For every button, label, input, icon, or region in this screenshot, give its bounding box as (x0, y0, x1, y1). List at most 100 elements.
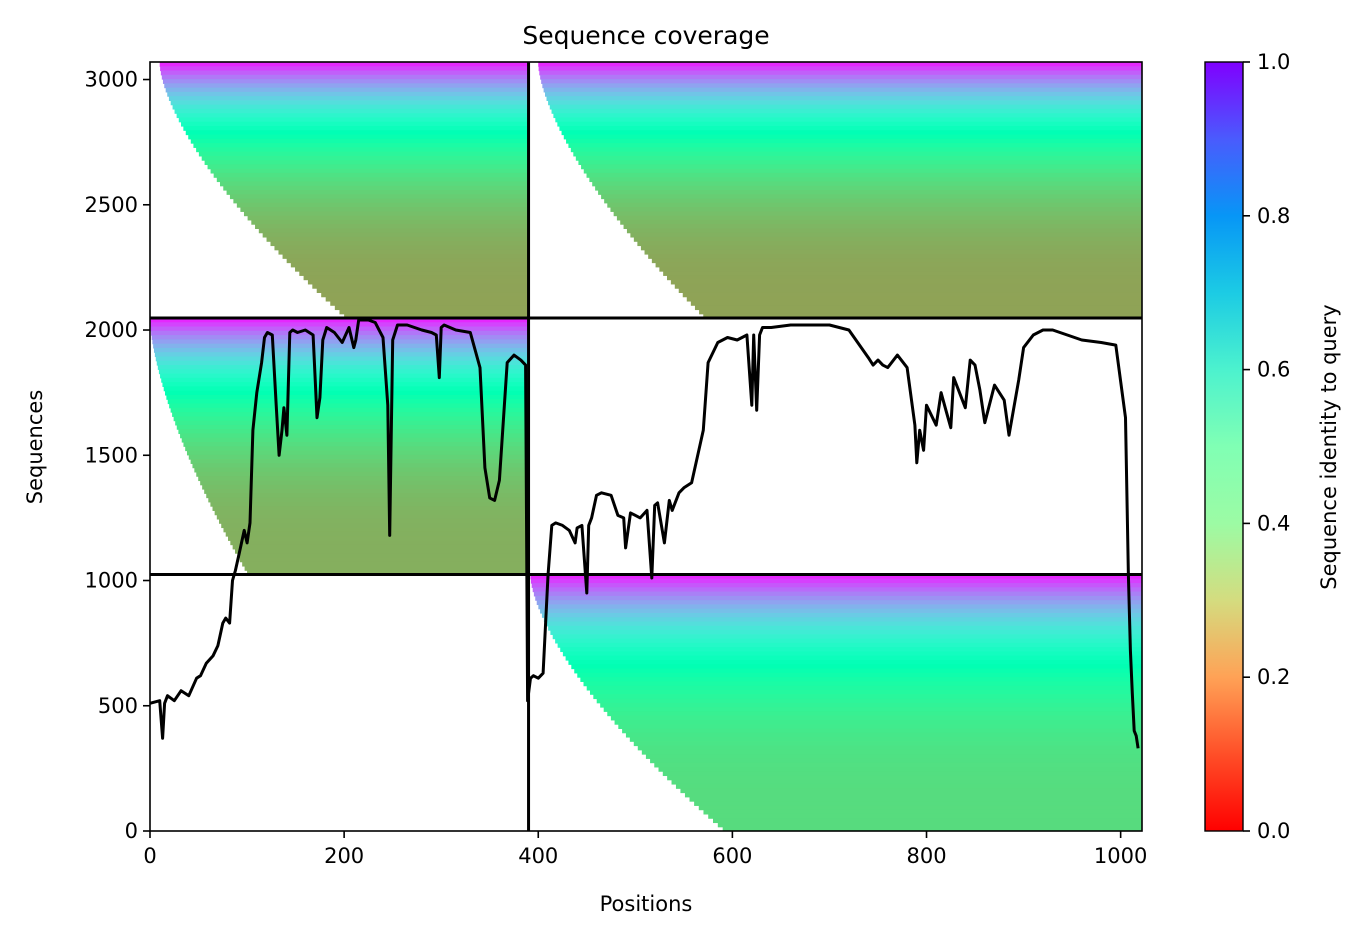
coverage-band (536, 600, 1142, 606)
coverage-band (178, 429, 529, 435)
coverage-band (210, 168, 529, 174)
coverage-band (307, 279, 529, 285)
coverage-band (648, 253, 1142, 259)
coverage-band (202, 484, 529, 490)
coverage-band (662, 771, 1142, 777)
coverage-band (689, 796, 1142, 802)
coverage-band (230, 540, 529, 546)
coverage-band (159, 62, 529, 67)
coverage-band (237, 553, 529, 558)
coverage-band (530, 574, 1142, 580)
coverage-band (630, 232, 1142, 238)
coverage-band (193, 143, 529, 148)
plot-frame (149, 61, 1143, 832)
coverage-band (543, 617, 1142, 623)
coverage-band (573, 151, 1142, 157)
coverage-band (164, 83, 529, 89)
coverage-band (531, 583, 1142, 588)
coverage-band (557, 642, 1142, 648)
coverage-band (559, 125, 1142, 131)
coverage-band (712, 818, 1142, 824)
coverage-band (321, 292, 529, 298)
coverage-band (312, 283, 529, 289)
coverage-band (671, 779, 1142, 785)
coverage-band (214, 510, 529, 516)
coverage-band (703, 313, 1142, 319)
coverage-band (694, 801, 1142, 806)
coverage-band (670, 279, 1142, 285)
coverage-band (640, 245, 1142, 251)
coverage-band (560, 647, 1142, 653)
coverage-band (586, 172, 1142, 178)
coverage-band (183, 125, 529, 131)
coverage-band (168, 96, 529, 101)
coverage-band (181, 121, 529, 127)
coverage-band (549, 104, 1142, 110)
coverage-blocks (150, 62, 1142, 831)
coverage-band (598, 189, 1142, 195)
coverage-band (538, 66, 1142, 72)
y-tick-label: 3000 (85, 68, 138, 92)
coverage-band (548, 625, 1142, 631)
coverage-band (583, 168, 1142, 174)
coverage-band (266, 236, 529, 242)
coverage-band (330, 300, 529, 306)
coverage-band (243, 211, 529, 217)
coverage-band (708, 813, 1142, 819)
coverage-band (563, 134, 1142, 140)
coverage-band (251, 219, 529, 225)
coverage-band (543, 87, 1142, 93)
coverage-line-layer (150, 318, 1140, 749)
coverage-band (682, 292, 1142, 298)
coverage-band (618, 724, 1142, 729)
coverage-band (607, 202, 1142, 208)
coverage-band (316, 288, 529, 293)
coverage-band (162, 382, 529, 387)
coverage-band (654, 762, 1142, 768)
coverage-band (153, 347, 529, 353)
coverage-band (542, 83, 1142, 89)
coverage-band (555, 638, 1142, 644)
coverage-band (233, 198, 529, 204)
x-axis-label: Positions (600, 892, 693, 916)
coverage-band (545, 621, 1142, 627)
coverage-band (565, 655, 1142, 661)
coverage-band (274, 245, 529, 251)
coverage-band (548, 100, 1142, 106)
coverage-band (172, 412, 529, 417)
coverage-band (620, 219, 1142, 225)
coverage-band (156, 360, 529, 366)
coverage-band (601, 194, 1142, 200)
coverage-band (658, 766, 1142, 772)
coverage-band (532, 587, 1142, 593)
coverage-band (190, 459, 529, 464)
coverage-band (155, 356, 529, 362)
coverage-band (169, 403, 529, 409)
coverage-band (667, 775, 1142, 781)
coverage-band (190, 138, 529, 144)
coverage-band (225, 531, 529, 537)
coverage-band (160, 373, 529, 379)
y-tick-label: 2000 (85, 318, 138, 342)
coverage-band (641, 749, 1142, 755)
coverage-band (181, 437, 529, 443)
coverage-band (183, 441, 529, 447)
coverage-band (150, 322, 529, 328)
coverage-band (684, 792, 1142, 798)
coverage-band (625, 732, 1142, 738)
coverage-band (161, 74, 529, 80)
coverage-band (290, 262, 529, 268)
coverage-band (173, 416, 529, 422)
coverage-band (344, 313, 529, 319)
coverage-band (174, 108, 529, 114)
coverage-band (278, 249, 529, 255)
coverage-band (303, 275, 529, 281)
coverage-band (666, 275, 1142, 281)
colorbar-tick-label: 0.0 (1257, 819, 1290, 843)
coverage-band (282, 253, 529, 259)
coverage-band (160, 66, 529, 72)
coverage-band (206, 493, 529, 499)
coverage-band (170, 100, 529, 106)
coverage-band (562, 651, 1142, 657)
